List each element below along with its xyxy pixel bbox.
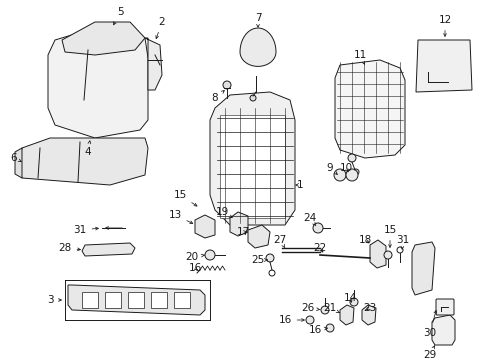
Text: 20: 20 xyxy=(185,252,204,262)
Text: 11: 11 xyxy=(353,50,366,64)
Text: 15: 15 xyxy=(383,225,396,247)
Text: 6: 6 xyxy=(11,153,21,163)
Polygon shape xyxy=(82,292,98,308)
Text: 12: 12 xyxy=(437,15,451,36)
Text: 22: 22 xyxy=(313,243,326,253)
Circle shape xyxy=(268,270,274,276)
Circle shape xyxy=(305,316,313,324)
Polygon shape xyxy=(415,40,471,92)
Text: 14: 14 xyxy=(343,293,356,303)
Text: 15: 15 xyxy=(173,190,197,206)
Text: 31: 31 xyxy=(73,225,98,235)
Text: 25: 25 xyxy=(251,255,267,265)
Circle shape xyxy=(333,169,346,181)
Text: 27: 27 xyxy=(273,235,286,248)
Text: 5: 5 xyxy=(113,7,123,25)
Polygon shape xyxy=(151,292,167,308)
Polygon shape xyxy=(195,215,215,238)
Text: 31: 31 xyxy=(396,235,409,249)
Polygon shape xyxy=(82,243,135,256)
Text: 8: 8 xyxy=(211,90,224,103)
Text: 17: 17 xyxy=(236,227,249,237)
Text: 19: 19 xyxy=(215,207,232,217)
Polygon shape xyxy=(15,148,22,178)
Circle shape xyxy=(320,306,328,314)
Polygon shape xyxy=(229,212,247,236)
FancyBboxPatch shape xyxy=(435,299,453,315)
Text: 29: 29 xyxy=(423,346,436,360)
Polygon shape xyxy=(128,292,143,308)
Circle shape xyxy=(347,154,355,162)
Text: 7: 7 xyxy=(254,13,261,27)
Text: 9: 9 xyxy=(326,163,337,175)
Polygon shape xyxy=(62,22,145,55)
Polygon shape xyxy=(174,292,190,308)
Text: 28: 28 xyxy=(58,243,80,253)
Circle shape xyxy=(383,251,391,259)
Circle shape xyxy=(325,324,333,332)
Polygon shape xyxy=(411,242,434,295)
Text: 16: 16 xyxy=(278,315,304,325)
Circle shape xyxy=(312,223,323,233)
Circle shape xyxy=(265,254,273,262)
Polygon shape xyxy=(361,305,375,325)
Text: 13: 13 xyxy=(168,210,192,224)
Polygon shape xyxy=(209,92,294,225)
Text: 30: 30 xyxy=(423,311,436,338)
Polygon shape xyxy=(369,240,385,268)
Polygon shape xyxy=(48,28,148,138)
Polygon shape xyxy=(339,305,353,325)
Polygon shape xyxy=(431,315,454,345)
Polygon shape xyxy=(145,38,162,90)
Text: 4: 4 xyxy=(84,141,91,157)
Text: 16: 16 xyxy=(308,325,326,335)
Polygon shape xyxy=(220,115,285,218)
Text: 16: 16 xyxy=(188,263,201,273)
Text: 18: 18 xyxy=(358,235,371,245)
Circle shape xyxy=(223,81,230,89)
Text: 26: 26 xyxy=(301,303,320,313)
Circle shape xyxy=(352,169,358,175)
Polygon shape xyxy=(105,292,121,308)
Polygon shape xyxy=(334,60,404,158)
Circle shape xyxy=(349,298,357,306)
Text: 24: 24 xyxy=(303,213,316,226)
Text: 10: 10 xyxy=(339,163,352,173)
Text: 2: 2 xyxy=(156,17,165,39)
Circle shape xyxy=(249,95,256,101)
Text: 3: 3 xyxy=(46,295,61,305)
Polygon shape xyxy=(68,285,204,315)
Polygon shape xyxy=(18,138,148,185)
Circle shape xyxy=(346,169,357,181)
Text: 1: 1 xyxy=(295,180,303,190)
Polygon shape xyxy=(247,225,269,248)
Text: 23: 23 xyxy=(363,303,376,313)
Circle shape xyxy=(396,247,402,253)
Circle shape xyxy=(204,250,215,260)
Polygon shape xyxy=(240,28,275,66)
Text: 21: 21 xyxy=(323,303,339,313)
